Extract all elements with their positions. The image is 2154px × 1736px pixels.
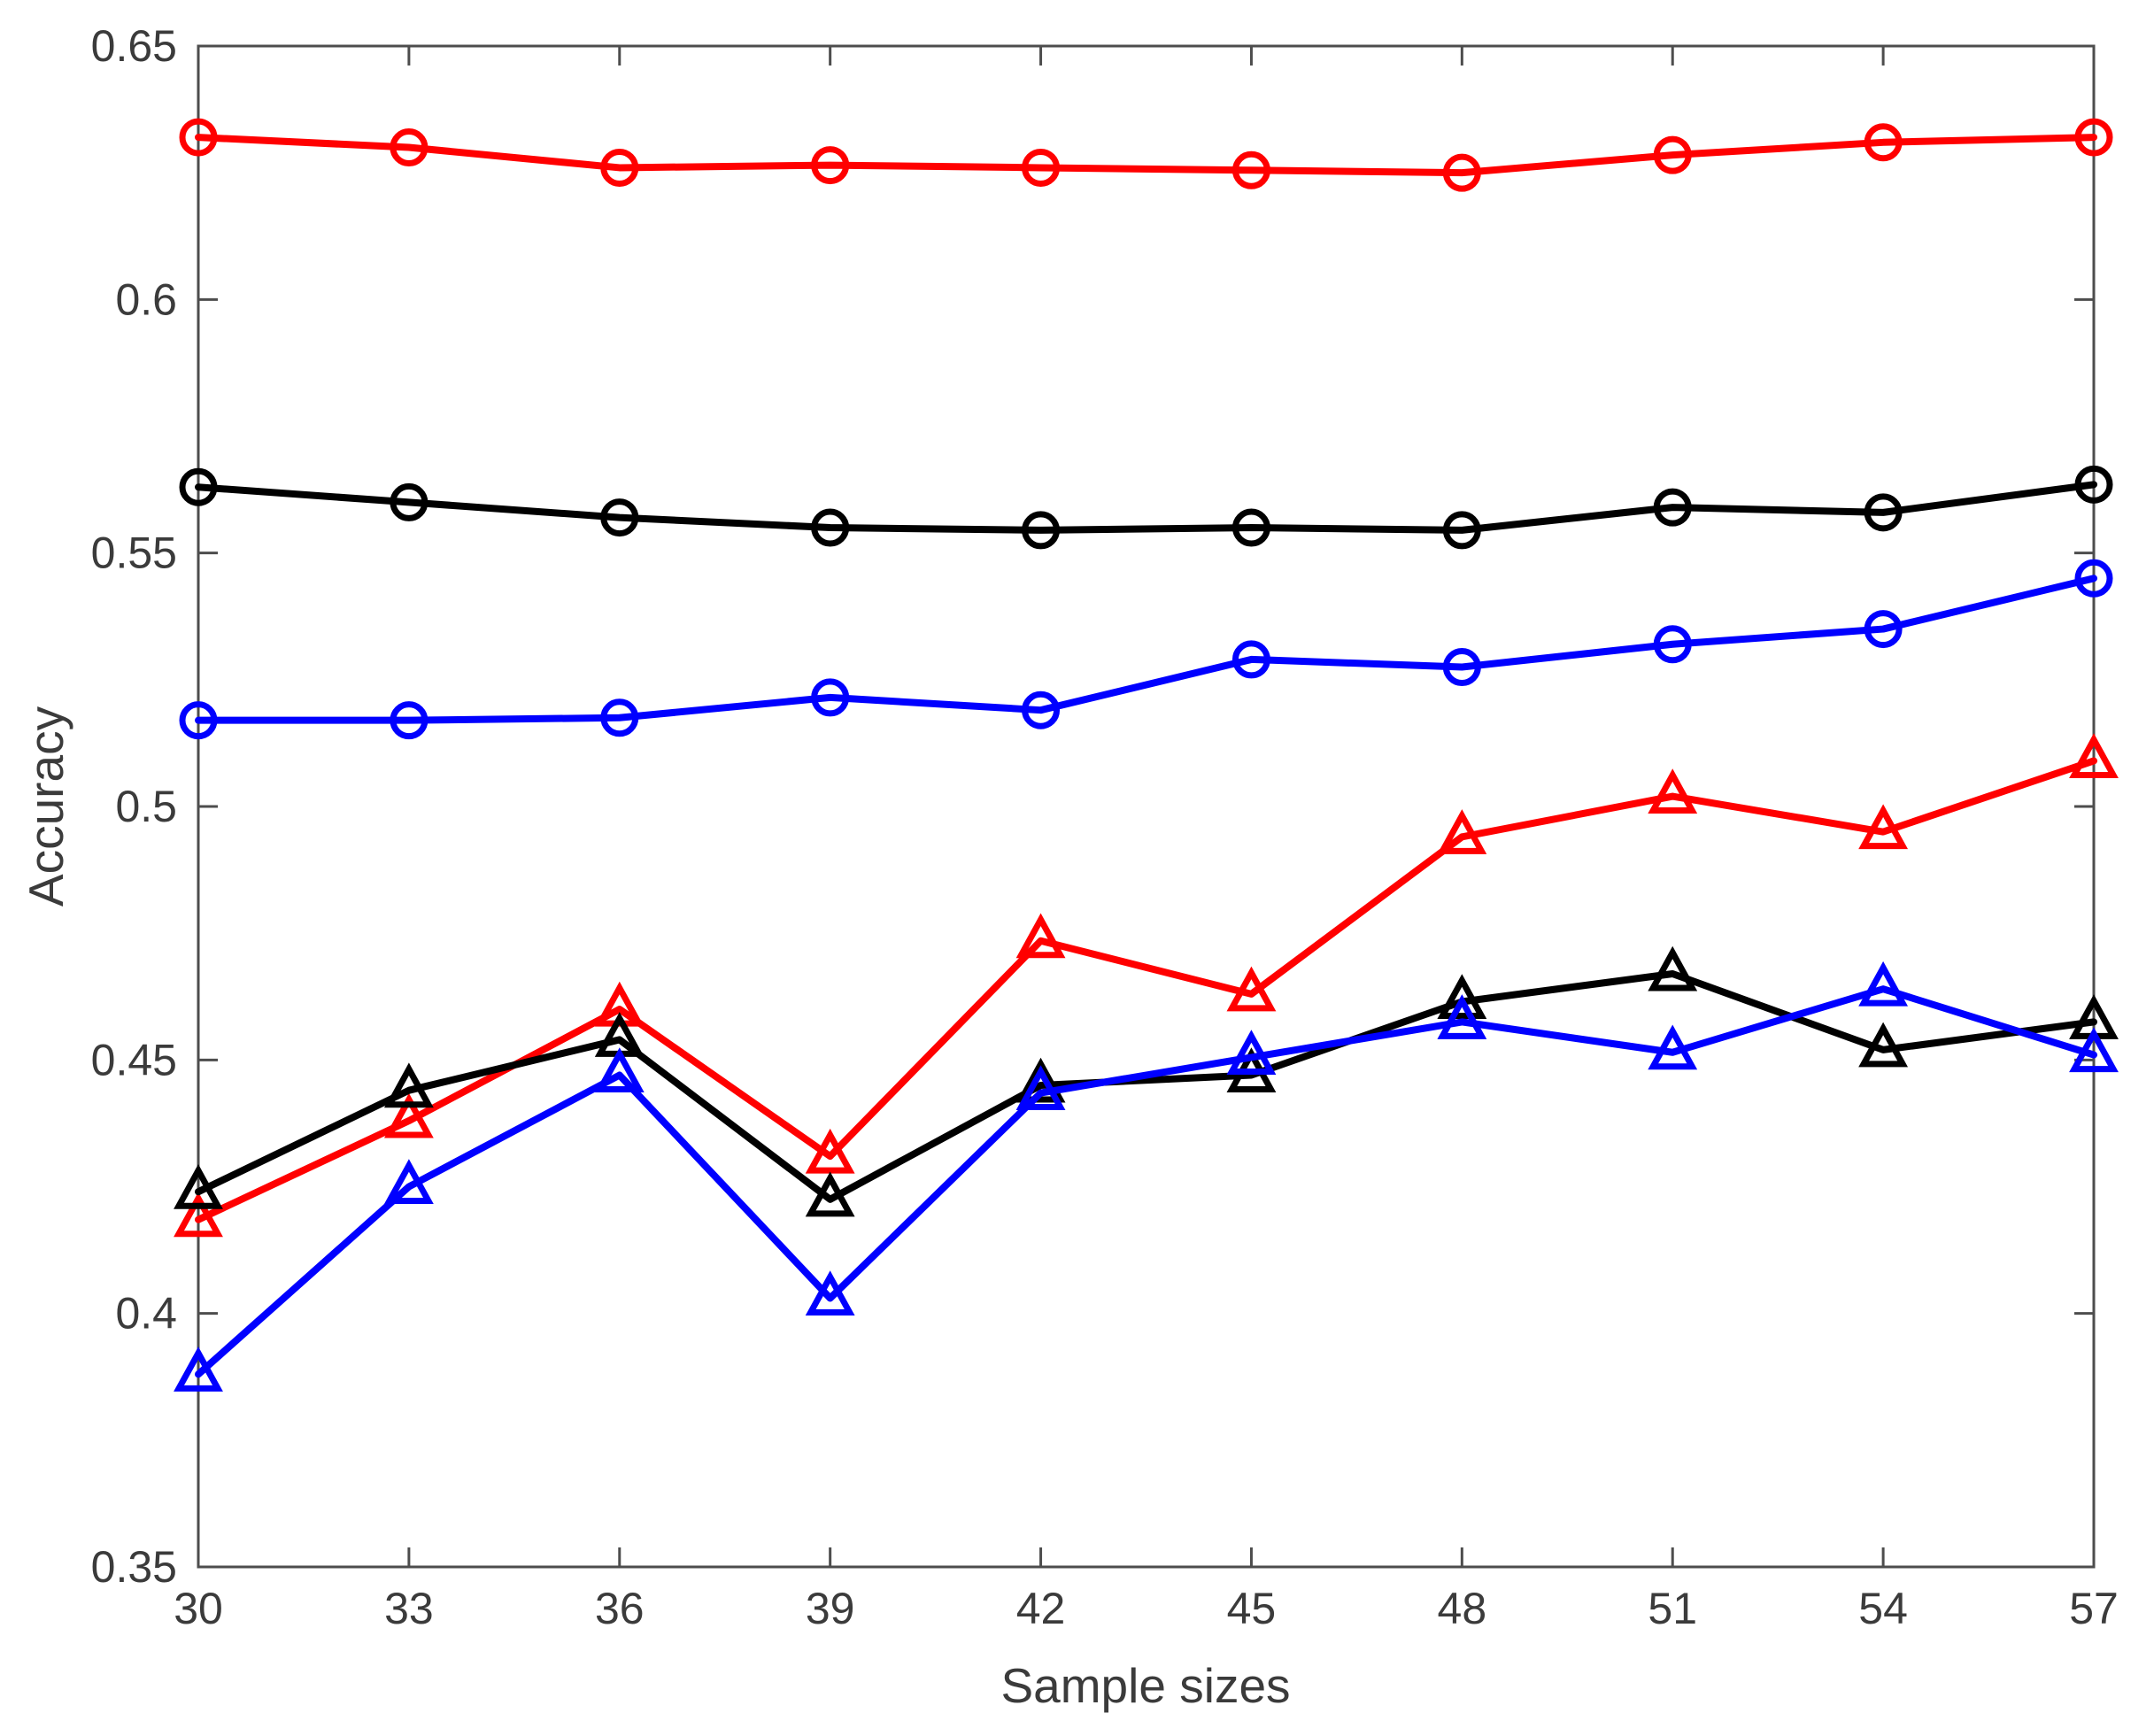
marker-triangle-red-triangle <box>1858 804 1909 850</box>
x-tick-label: 48 <box>1438 1584 1487 1633</box>
series-line-black-circle <box>195 481 2097 534</box>
marker-circle-blue-circle <box>1231 640 1270 679</box>
marker-circle-black-circle <box>1653 488 1692 527</box>
marker-circle-blue-circle <box>2074 559 2113 598</box>
marker-circle-blue-circle <box>1864 610 1903 649</box>
marker-circle-black-circle <box>811 508 850 547</box>
marker-circle-red-circle <box>1653 135 1692 174</box>
marker-circle-black-circle <box>2074 465 2113 504</box>
marker-triangle-black-triangle <box>174 1163 223 1209</box>
marker-circle-blue-circle <box>811 678 850 717</box>
marker-triangle-red-triangle <box>1015 913 1066 959</box>
marker-triangle-red-triangle <box>1437 809 1487 854</box>
series-line-black-triangle <box>195 969 2097 1203</box>
marker-circle-red-circle <box>1231 150 1270 189</box>
marker-triangle-blue-triangle <box>594 1047 645 1093</box>
marker-triangle-black-triangle <box>1015 1057 1066 1103</box>
series-line-red-circle <box>195 134 2097 177</box>
y-tick-label: 0.35 <box>91 1542 177 1592</box>
marker-triangle-black-triangle <box>1648 945 1698 991</box>
series-line-blue-circle <box>195 575 2097 724</box>
y-tick-label: 0.6 <box>115 274 177 324</box>
marker-circle-red-circle <box>1864 123 1903 162</box>
marker-circle-black-circle <box>390 482 428 521</box>
marker-triangle-blue-triangle <box>2069 1027 2119 1073</box>
marker-triangle-blue-triangle <box>1648 1024 1698 1070</box>
x-tick-label: 39 <box>806 1584 855 1633</box>
x-tick-label: 45 <box>1227 1584 1277 1633</box>
marker-triangle-red-triangle <box>805 1128 855 1174</box>
marker-circle-red-circle <box>390 128 428 167</box>
marker-circle-red-circle <box>2074 118 2113 157</box>
marker-triangle-blue-triangle <box>1858 961 1909 1007</box>
marker-circle-red-circle <box>179 118 218 157</box>
x-tick-label: 51 <box>1648 1584 1697 1633</box>
y-axis-title: Accuracy <box>19 706 73 907</box>
marker-circle-red-circle <box>1022 148 1061 187</box>
marker-triangle-black-triangle <box>383 1062 434 1108</box>
marker-triangle-red-triangle <box>174 1192 223 1238</box>
x-tick-label: 33 <box>384 1584 434 1633</box>
marker-circle-black-circle <box>1864 493 1903 532</box>
marker-circle-red-circle <box>600 148 639 187</box>
marker-triangle-black-triangle <box>805 1171 855 1217</box>
x-tick-label: 54 <box>1858 1584 1908 1633</box>
marker-triangle-blue-triangle <box>1437 994 1487 1039</box>
x-tick-label: 30 <box>174 1584 223 1633</box>
marker-triangle-black-triangle <box>1858 1022 1909 1068</box>
x-axis-title: Sample sizes <box>1000 1658 1291 1713</box>
marker-circle-black-circle <box>600 498 639 537</box>
marker-triangle-red-triangle <box>1648 768 1698 814</box>
marker-circle-black-circle <box>1442 511 1481 550</box>
marker-circle-blue-circle <box>179 701 218 740</box>
marker-circle-black-circle <box>1231 508 1270 547</box>
x-tick-label: 57 <box>2069 1584 2119 1633</box>
plot-border <box>197 44 2096 1569</box>
marker-circle-blue-circle <box>1442 648 1481 687</box>
marker-triangle-blue-triangle <box>174 1346 223 1392</box>
marker-triangle-red-triangle <box>383 1092 434 1138</box>
y-tick-label: 0.45 <box>91 1035 177 1084</box>
marker-circle-blue-circle <box>600 698 639 737</box>
y-tick-label: 0.4 <box>115 1289 177 1339</box>
y-tick-label: 0.5 <box>115 782 177 831</box>
marker-triangle-black-triangle <box>1437 974 1487 1019</box>
marker-triangle-blue-triangle <box>1015 1065 1066 1111</box>
marker-circle-black-circle <box>179 467 218 506</box>
marker-circle-red-circle <box>1442 153 1481 192</box>
marker-triangle-blue-triangle <box>383 1159 434 1204</box>
x-tick-label: 42 <box>1016 1584 1066 1633</box>
marker-circle-blue-circle <box>1653 625 1692 664</box>
marker-circle-blue-circle <box>1022 691 1061 729</box>
marker-triangle-red-triangle <box>2069 733 2119 778</box>
marker-triangle-blue-triangle <box>805 1270 855 1316</box>
marker-triangle-blue-triangle <box>1226 1030 1277 1075</box>
series-line-blue-triangle <box>195 985 2097 1378</box>
marker-circle-red-circle <box>811 146 850 185</box>
y-tick-label: 0.65 <box>91 21 177 71</box>
x-tick-label: 36 <box>595 1584 645 1633</box>
marker-triangle-red-triangle <box>1226 966 1277 1012</box>
marker-circle-black-circle <box>1022 511 1061 550</box>
marker-circle-blue-circle <box>390 701 428 740</box>
y-tick-label: 0.55 <box>91 529 177 578</box>
